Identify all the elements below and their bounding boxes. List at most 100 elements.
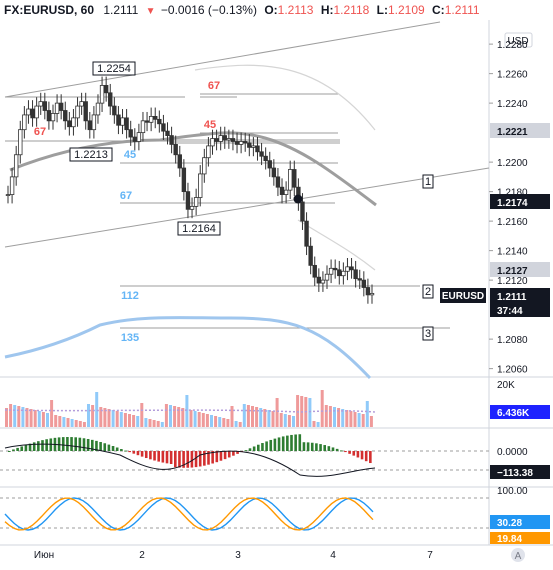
macd-histogram-bar — [103, 443, 107, 451]
low-label-2: 1.2164 — [182, 223, 216, 235]
candle-body — [361, 279, 367, 288]
macd-histogram-bar — [227, 451, 231, 458]
volume-bar — [369, 416, 373, 427]
macd-histogram-bar — [95, 440, 98, 451]
volume-bar — [283, 414, 287, 427]
candle-body — [42, 101, 48, 111]
currency-button[interactable] — [504, 32, 533, 48]
macd-histogram-bar — [182, 451, 185, 468]
volume-bar — [345, 410, 349, 427]
fib-label: 45 — [204, 119, 216, 131]
volume-bar — [365, 401, 369, 427]
candle-body — [185, 191, 191, 210]
candle-body — [345, 266, 350, 272]
volume-bar — [353, 412, 357, 427]
volume-bar — [197, 412, 201, 427]
price-badge-label: 1.2111 — [497, 292, 527, 303]
candle-body — [234, 141, 240, 145]
auto-scale-button[interactable] — [511, 548, 525, 562]
candle-body — [95, 102, 101, 116]
volume-bar — [328, 406, 332, 427]
candle-body — [22, 114, 27, 131]
macd-histogram-bar — [286, 435, 289, 451]
volume-bar — [144, 418, 148, 427]
candle-body — [181, 167, 187, 193]
price-tick-label: 1.2260 — [497, 70, 528, 81]
macd-histogram-bar — [277, 437, 281, 451]
macd-histogram-bar — [124, 450, 127, 452]
macd-histogram-bar — [24, 444, 28, 451]
candle-body — [144, 120, 150, 123]
macd-histogram-bar — [215, 451, 219, 463]
volume-bar — [111, 410, 115, 427]
symbol-label[interactable]: FX:EURUSD, 60 — [4, 3, 95, 17]
candle-body — [13, 154, 19, 178]
candle-body — [210, 138, 215, 147]
macd-histogram-bar — [78, 437, 82, 451]
candle-body — [173, 144, 178, 156]
ma-light — [194, 64, 376, 131]
time-axis-label: 7 — [427, 550, 433, 561]
macd-histogram-bar — [207, 451, 210, 465]
open-label: O: — [264, 3, 278, 17]
time-axis-label: 2 — [139, 550, 145, 561]
price-badge-label: 1.2174 — [497, 198, 528, 209]
macd-histogram-bar — [61, 437, 65, 451]
price-badge — [490, 262, 550, 277]
volume-bar — [337, 408, 341, 427]
volume-bar — [160, 422, 164, 427]
macd-histogram-bar — [111, 446, 115, 451]
close-label: C: — [432, 3, 445, 17]
stoch-badge-label: 30.28 — [497, 518, 522, 529]
candle-body — [46, 110, 52, 122]
volume-bar — [132, 415, 136, 427]
currency-label[interactable]: USD — [507, 36, 528, 47]
macd-histogram-bar — [265, 441, 268, 451]
volume-bar — [292, 416, 295, 427]
macd-histogram-bar — [99, 442, 102, 451]
macd-histogram-bar — [327, 446, 331, 451]
volume-bar — [74, 420, 78, 427]
volume-ma — [4, 409, 376, 413]
macd-histogram-bar — [369, 451, 372, 464]
candle-body — [9, 176, 15, 195]
volume-bar — [205, 414, 209, 427]
macd-histogram-bar — [128, 451, 131, 453]
price-badge — [490, 123, 550, 138]
symbol-tag-label: EURUSD — [442, 291, 484, 302]
candle-body — [79, 101, 84, 107]
price-tick-label: 1.2140 — [497, 247, 528, 258]
volume-bar — [320, 390, 324, 427]
candle-body — [91, 114, 97, 131]
macd-histogram-bar — [323, 445, 326, 451]
candle-body — [177, 154, 182, 169]
candle-body — [230, 138, 236, 142]
macd-histogram-bar — [190, 451, 194, 468]
volume-bar — [9, 404, 13, 427]
candle-body — [243, 141, 248, 144]
wave-label-1: 1 — [425, 176, 431, 188]
candle-body — [263, 155, 268, 162]
volume-bar — [70, 419, 74, 427]
macd-histogram-bar — [211, 451, 214, 464]
price-badge-label: 37:44 — [497, 306, 523, 317]
candle-body — [275, 176, 281, 188]
auto-scale-icon[interactable]: A — [515, 551, 522, 562]
volume-bar — [13, 405, 17, 427]
candle-body — [320, 279, 326, 284]
macd-histogram-bar — [153, 451, 156, 461]
macd-histogram-bar — [331, 447, 335, 451]
candle-body — [332, 267, 338, 271]
macd-histogram-bar — [360, 451, 364, 460]
volume-bar — [287, 415, 291, 427]
trend-line-upper — [4, 21, 441, 98]
volume-bar — [54, 415, 58, 427]
macd-histogram-bar — [261, 443, 264, 451]
close-value: 1.2111 — [444, 3, 480, 17]
fib-label: 67 — [208, 80, 220, 92]
candle-body — [226, 138, 232, 141]
candle-body — [308, 245, 313, 266]
volume-bar — [115, 411, 119, 427]
macd-histogram-bar — [140, 451, 144, 457]
